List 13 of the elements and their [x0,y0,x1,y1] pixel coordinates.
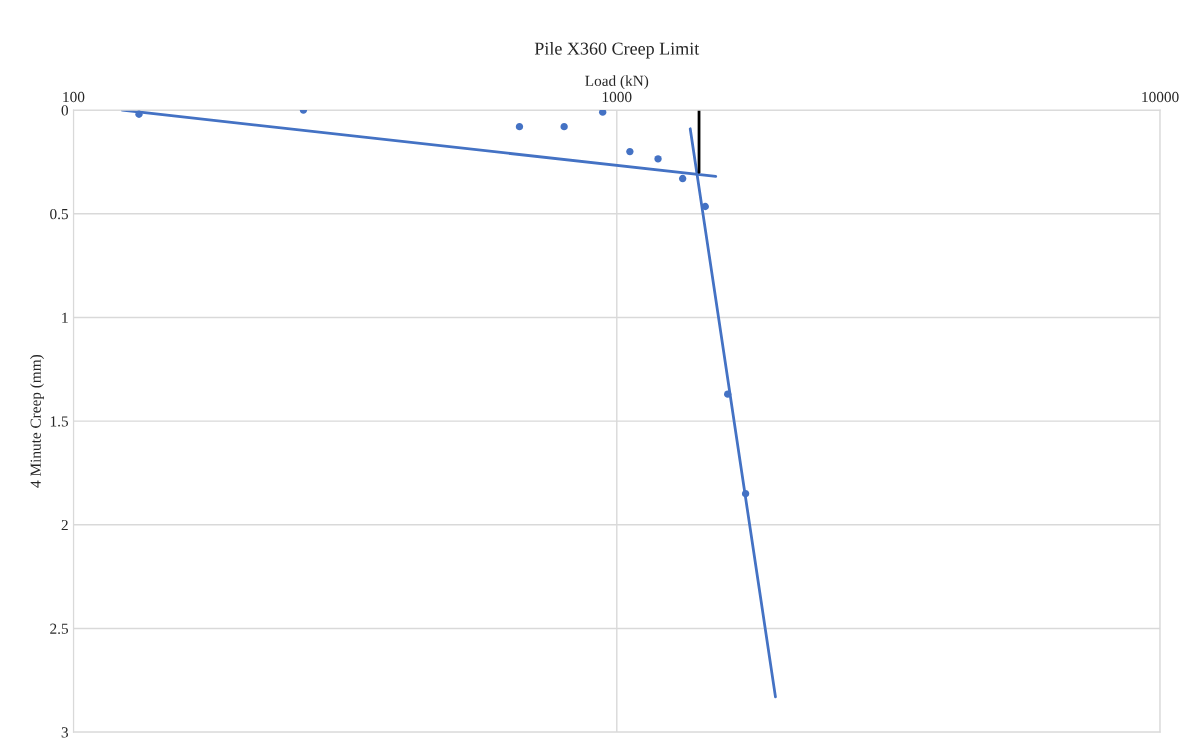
x-tick-label: 1000 [602,91,632,103]
y-tick-label: 3 [61,727,69,738]
chart-title: Pile X360 Creep Limit [534,42,700,59]
y-tick-label: 1 [62,312,68,323]
x-tick-label: 100 [63,91,85,103]
y-tick-label: 0.5 [50,208,69,220]
y-tick-label: 2.5 [50,623,69,634]
x-axis-title: Load (kN) [585,75,649,90]
y-tick-label: 0 [61,105,69,116]
x-tick-label: 10000 [1142,91,1179,103]
y-tick-label: 2 [61,519,68,531]
y-axis-title: 4 Minute Creep (mm) [30,354,44,488]
y-tick-label: 1.5 [50,416,69,427]
